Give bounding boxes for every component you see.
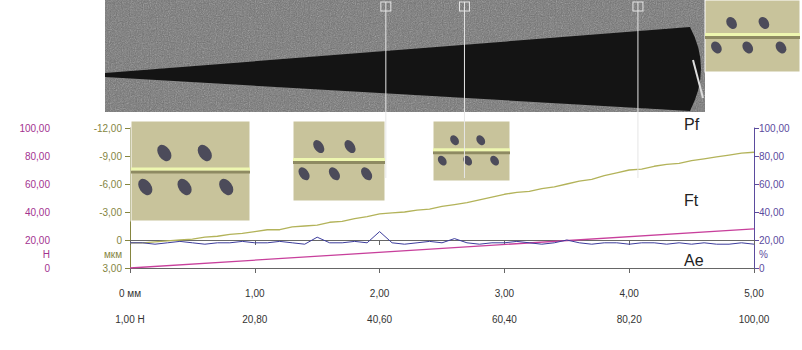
- svg-text:-3,00: -3,00: [99, 207, 122, 218]
- svg-text:5,00: 5,00: [744, 288, 764, 299]
- svg-text:2,00: 2,00: [370, 288, 390, 299]
- svg-text:20,80: 20,80: [242, 314, 267, 325]
- svg-text:100,00: 100,00: [739, 314, 770, 325]
- svg-text:60,00: 60,00: [759, 179, 784, 190]
- svg-text:0: 0: [116, 235, 122, 246]
- svg-text:80,20: 80,20: [617, 314, 642, 325]
- svg-text:-6,00: -6,00: [99, 179, 122, 190]
- svg-text:40,60: 40,60: [367, 314, 392, 325]
- svg-text:80,00: 80,00: [759, 151, 784, 162]
- svg-text:60,00: 60,00: [25, 179, 50, 190]
- svg-text:40,00: 40,00: [759, 207, 784, 218]
- svg-text:мкм: мкм: [104, 249, 122, 260]
- svg-text:0 мм: 0 мм: [119, 288, 141, 299]
- svg-text:20,00: 20,00: [759, 235, 784, 246]
- svg-text:80,00: 80,00: [25, 151, 50, 162]
- svg-text:4,00: 4,00: [619, 288, 639, 299]
- svg-text:Ft: Ft: [684, 192, 699, 209]
- svg-text:1,00: 1,00: [245, 288, 265, 299]
- svg-text:0: 0: [759, 263, 765, 274]
- svg-text:20,00: 20,00: [25, 235, 50, 246]
- svg-text:1,00 Н: 1,00 Н: [115, 314, 144, 325]
- svg-text:Н: Н: [43, 249, 50, 260]
- svg-text:-12,00: -12,00: [94, 123, 123, 134]
- svg-text:3,00: 3,00: [103, 263, 123, 274]
- svg-text:60,40: 60,40: [492, 314, 517, 325]
- svg-text:40,00: 40,00: [25, 207, 50, 218]
- svg-text:0: 0: [44, 263, 50, 274]
- svg-text:3,00: 3,00: [495, 288, 515, 299]
- svg-text:100,00: 100,00: [759, 123, 790, 134]
- svg-text:Pf: Pf: [684, 116, 700, 133]
- svg-text:-9,00: -9,00: [99, 151, 122, 162]
- svg-text:Ae: Ae: [684, 252, 704, 269]
- svg-text:100,00: 100,00: [19, 123, 50, 134]
- svg-text:%: %: [759, 249, 768, 260]
